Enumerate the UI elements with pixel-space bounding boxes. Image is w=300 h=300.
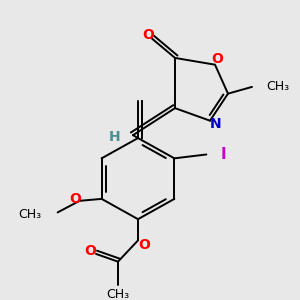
Text: O: O (142, 28, 154, 42)
Text: H: H (109, 130, 121, 144)
Text: O: O (70, 192, 82, 206)
Text: I: I (220, 147, 226, 162)
Text: CH₃: CH₃ (106, 288, 130, 300)
Text: O: O (211, 52, 223, 66)
Text: O: O (84, 244, 96, 258)
Text: CH₃: CH₃ (266, 80, 289, 93)
Text: CH₃: CH₃ (19, 208, 42, 221)
Text: O: O (138, 238, 150, 252)
Text: N: N (210, 117, 222, 130)
